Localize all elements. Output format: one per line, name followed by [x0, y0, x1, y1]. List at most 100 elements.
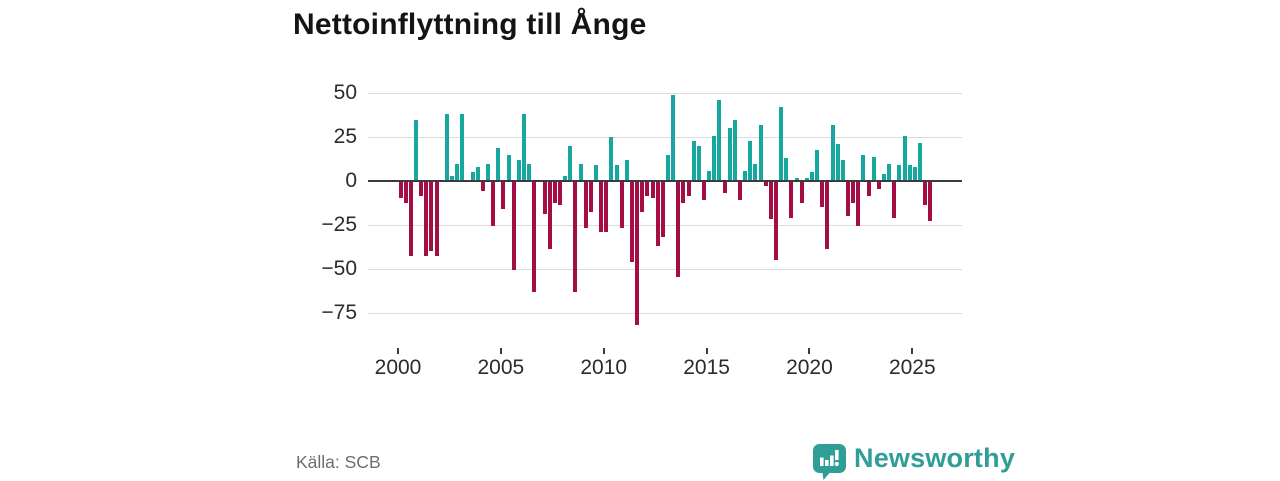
bar-2024Q3 — [902, 135, 907, 182]
gridline — [368, 225, 962, 227]
bar-2022Q3 — [861, 154, 866, 182]
bar-2007Q3 — [552, 182, 557, 204]
bar-2018Q3 — [779, 107, 784, 182]
bar-2008Q2 — [568, 146, 573, 182]
bar-2023Q4 — [887, 163, 892, 182]
bar-2002Q4 — [455, 163, 460, 182]
bar-2015Q4 — [722, 182, 727, 193]
bar-2021Q3 — [840, 160, 845, 182]
bar-2004Q1 — [480, 182, 485, 192]
bar-2005Q2 — [506, 154, 511, 182]
bar-2000Q4 — [413, 119, 419, 182]
bar-2001Q2 — [424, 182, 429, 257]
x-tick — [397, 348, 399, 354]
gridline — [368, 269, 962, 271]
x-tick-label: 2025 — [888, 356, 936, 379]
bar-2021Q1 — [830, 124, 835, 182]
gridline — [368, 137, 962, 139]
bar-2003Q3 — [470, 172, 475, 182]
bar-2007Q1 — [542, 182, 547, 214]
bar-2020Q1 — [809, 172, 815, 182]
x-tick-label: 2000 — [374, 356, 422, 379]
plot-area: 2000 2005 2010 2015 2020 2025 — [368, 85, 962, 380]
bar-2024Q2 — [897, 165, 902, 182]
y-tick-label: −50 — [321, 257, 357, 281]
bar-2010Q3 — [614, 165, 619, 182]
bar-2012Q1 — [645, 182, 650, 197]
bar-2005Q3 — [511, 182, 516, 271]
y-tick-label: −75 — [321, 301, 357, 325]
bar-2020Q2 — [815, 149, 820, 182]
bar-2006Q2 — [527, 163, 532, 182]
bar-2013Q2 — [671, 94, 676, 182]
bar-2014Q1 — [686, 182, 691, 197]
bar-2019Q4 — [804, 177, 809, 182]
y-tick-label: 0 — [345, 169, 357, 193]
x-tick — [911, 348, 914, 354]
bar-2024Q4 — [907, 165, 912, 182]
bar-2013Q4 — [681, 182, 686, 204]
bar-2025Q4 — [928, 182, 933, 222]
gridline — [368, 93, 962, 95]
bar-2020Q3 — [820, 182, 825, 207]
newsworthy-logo: Newsworthy — [812, 442, 1016, 480]
bar-2001Q1 — [419, 182, 424, 197]
bar-2006Q1 — [521, 114, 527, 182]
x-tick-label: 2010 — [580, 356, 628, 379]
zero-axis-line — [368, 180, 962, 183]
bar-2021Q4 — [845, 182, 851, 216]
y-tick-label: 50 — [333, 81, 357, 105]
bar-2009Q2 — [588, 182, 593, 213]
bar-2011Q2 — [629, 182, 635, 262]
bar-2010Q2 — [609, 137, 614, 182]
x-tick-label: 2015 — [683, 356, 730, 379]
bar-2021Q2 — [835, 144, 840, 182]
bar-2025Q3 — [923, 182, 928, 206]
bar-2004Q2 — [485, 163, 491, 182]
bar-2012Q3 — [655, 182, 660, 246]
bar-2008Q1 — [563, 176, 568, 182]
x-tick-label: 2020 — [786, 356, 833, 379]
bar-2012Q2 — [650, 182, 655, 199]
bar-2001Q3 — [429, 182, 434, 251]
bar-2003Q1 — [460, 114, 465, 182]
x-tick — [705, 348, 708, 354]
bar-2014Q3 — [696, 146, 701, 182]
bar-2015Q3 — [717, 100, 722, 182]
bar-2017Q2 — [753, 163, 758, 182]
bar-2011Q1 — [624, 160, 629, 182]
bar-2004Q4 — [496, 147, 501, 182]
bar-2009Q1 — [583, 182, 588, 229]
bar-2013Q1 — [665, 154, 671, 182]
bar-2011Q4 — [640, 182, 645, 213]
bar-2017Q1 — [748, 140, 753, 182]
bar-2023Q1 — [871, 156, 876, 182]
x-tick — [499, 348, 502, 354]
bar-2012Q4 — [660, 182, 665, 237]
bar-2002Q3 — [449, 176, 455, 182]
bar-2005Q4 — [516, 160, 521, 182]
bar-2000Q2 — [403, 182, 408, 204]
bar-2025Q2 — [917, 142, 923, 182]
bar-2025Q1 — [912, 167, 917, 182]
bar-2015Q2 — [712, 135, 717, 182]
bar-2020Q4 — [825, 182, 830, 250]
newsworthy-wordmark: Newsworthy — [854, 443, 1016, 473]
bar-2019Q2 — [794, 177, 799, 182]
gridline — [368, 313, 962, 315]
bar-2001Q4 — [434, 182, 439, 257]
y-tick-label: 25 — [333, 125, 357, 149]
bar-2006Q3 — [532, 182, 537, 292]
bar-2022Q1 — [851, 182, 856, 204]
bar-2016Q3 — [737, 182, 743, 200]
bar-2018Q1 — [768, 182, 773, 220]
bar-2017Q3 — [758, 124, 763, 182]
bar-2017Q4 — [763, 182, 768, 186]
bar-2014Q4 — [701, 182, 707, 200]
bar-2010Q1 — [604, 182, 609, 232]
y-tick-label: −25 — [321, 213, 357, 237]
bar-2015Q1 — [707, 170, 712, 182]
x-tick — [808, 348, 811, 354]
bar-2003Q4 — [475, 167, 480, 182]
bar-2011Q3 — [635, 182, 640, 325]
